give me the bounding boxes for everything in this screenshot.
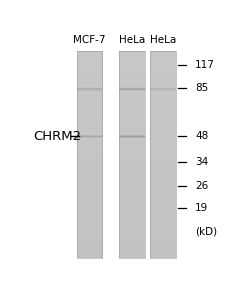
Text: HeLa: HeLa (150, 35, 176, 45)
Text: 48: 48 (195, 131, 208, 142)
Text: (kD): (kD) (195, 226, 217, 236)
Bar (150, 51, 176, 258)
Text: 85: 85 (195, 83, 208, 93)
Bar (77, 51, 102, 258)
Text: 117: 117 (195, 60, 215, 70)
Text: 19: 19 (195, 203, 208, 213)
Text: HeLa: HeLa (119, 35, 145, 45)
Text: 26: 26 (195, 181, 208, 191)
Text: MCF-7: MCF-7 (73, 35, 106, 45)
Text: CHRM2: CHRM2 (33, 130, 81, 143)
Text: 34: 34 (195, 157, 208, 167)
Bar (120, 51, 144, 258)
